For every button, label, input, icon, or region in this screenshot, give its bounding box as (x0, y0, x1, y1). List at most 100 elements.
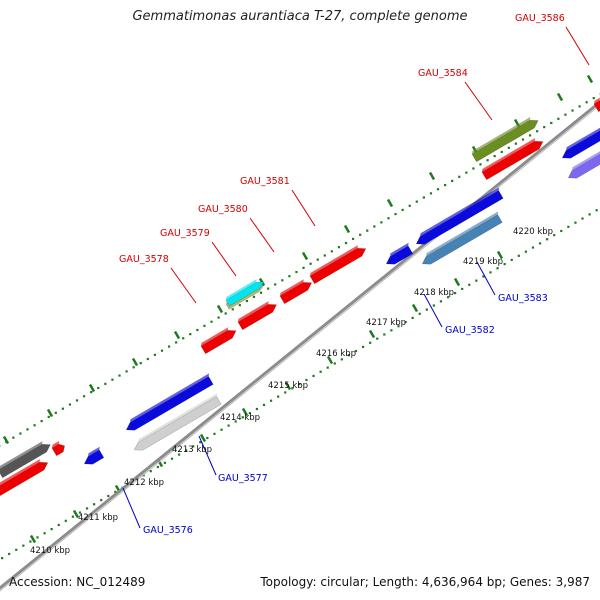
scale-dot-upper (47, 415, 50, 419)
gene-label-reverse: GAU_3576 (143, 525, 193, 536)
gene-blue-reverse-bevel (130, 373, 210, 423)
scale-tick-label: 4217 kbp (366, 318, 406, 328)
scale-dot-upper (19, 432, 22, 435)
gene-label-forward: GAU_3581 (240, 176, 290, 187)
gene-label-forward: GAU_3584 (418, 68, 468, 79)
gene-label-forward: GAU_3579 (160, 228, 210, 239)
scale-dot-lower (560, 229, 563, 233)
scale-dot-lower (418, 312, 421, 315)
scale-dot-upper (458, 175, 461, 178)
scale-tick-label: 4214 kbp (220, 413, 260, 423)
scale-dot-lower (461, 287, 464, 291)
scale-dot-lower (213, 432, 216, 435)
scale-tick (411, 303, 419, 313)
scale-dot-upper (175, 341, 178, 344)
gene-red-forward (279, 279, 313, 305)
scale-tick (2, 435, 10, 445)
scale-tick-label: 4210 kbp (30, 546, 70, 556)
scale-dot-lower (468, 283, 471, 286)
scale-dot-lower (546, 238, 549, 241)
scale-tick (46, 408, 54, 418)
scale-dot-upper (550, 121, 553, 125)
scale-dot-lower (588, 213, 591, 216)
gene-steel-reverse-bevel (426, 211, 499, 257)
scale-dot-upper (380, 221, 383, 224)
scale-dot-upper (316, 258, 319, 261)
scale-dot-upper (344, 241, 348, 245)
scale-dot-upper (83, 395, 86, 398)
scale-dot-lower (220, 428, 223, 431)
scale-dot-upper (536, 130, 539, 133)
gene-purple-reverse-bevel (572, 150, 600, 171)
scale-dot-lower (531, 246, 535, 249)
gene-leader-line (565, 26, 590, 66)
gene-leader-line (423, 293, 443, 328)
scale-dot-upper (359, 233, 362, 236)
gene-leader-line (122, 487, 141, 529)
gene-red-forward-body (481, 140, 544, 181)
scale-dot-upper (302, 266, 305, 269)
scale-dot-upper (465, 171, 468, 174)
scale-dot-upper (472, 167, 475, 170)
scale-dot-lower (78, 511, 82, 514)
gene-red-forward (200, 327, 237, 355)
scale-dot-upper (330, 250, 333, 253)
gene-olive-forward (471, 117, 539, 163)
gene-red-forward (237, 301, 278, 331)
scale-dot-lower (29, 540, 32, 543)
gene-leader-line (291, 189, 316, 227)
gene-blue-reverse-bevel (390, 242, 409, 257)
scale-dot-lower (291, 387, 294, 390)
scale-dot-lower (1, 557, 4, 560)
scale-dot-upper (160, 349, 164, 352)
scale-dot-lower (199, 441, 202, 444)
scale-dot-upper (578, 105, 581, 108)
scale-dot-lower (241, 416, 244, 419)
scale-tick (173, 330, 181, 340)
scale-tick (496, 250, 504, 260)
scale-dot-upper (189, 333, 192, 336)
scale-dot-upper (514, 142, 517, 145)
scale-dot-lower (376, 337, 379, 340)
scale-dot-upper (564, 113, 567, 116)
scale-dot-upper (394, 212, 397, 216)
gene-red-forward-body (237, 304, 278, 331)
scale-dot-lower (432, 304, 435, 307)
scale-dot-upper (281, 279, 284, 282)
scale-tick (284, 381, 292, 391)
scale-dot-lower (142, 474, 145, 477)
scale-dot-lower (262, 403, 266, 406)
scale-dot-upper (125, 370, 128, 373)
scale-dot-upper (153, 353, 156, 356)
scale-dot-upper (422, 196, 425, 199)
scale-dot-lower (503, 262, 506, 266)
scale-dot-lower (312, 374, 315, 377)
gene-blue-reverse (561, 126, 600, 159)
gene-blue-reverse-body (83, 449, 105, 465)
scale-dot-upper (557, 117, 560, 120)
gene-steel-reverse (421, 211, 503, 265)
scale-dot-lower (510, 258, 513, 262)
scale-dot-upper (217, 316, 220, 319)
scale-dot-upper (252, 295, 256, 298)
scale-dot-upper (267, 287, 270, 290)
scale-dot-lower (93, 503, 96, 506)
scale-dot-lower (446, 296, 450, 299)
scale-dot-lower (269, 399, 273, 402)
scale-dot-upper (90, 391, 93, 394)
scale-dot-lower (277, 395, 280, 398)
scale-dot-lower (163, 461, 166, 464)
scale-dot-lower (482, 275, 485, 278)
scale-dot-upper (182, 337, 185, 340)
scale-dot-upper (493, 154, 496, 158)
scale-dot-upper (12, 436, 15, 439)
gene-cyan-forward-bevel (226, 279, 257, 300)
scale-dot-lower (305, 378, 308, 382)
gene-red-forward-bevel (201, 327, 229, 346)
scale-dot-upper (118, 374, 121, 377)
scale-dot-upper (500, 150, 503, 154)
scale-dot-lower (383, 333, 386, 336)
gene-label-forward: GAU_3580 (198, 204, 248, 215)
scale-dot-upper (104, 382, 107, 385)
